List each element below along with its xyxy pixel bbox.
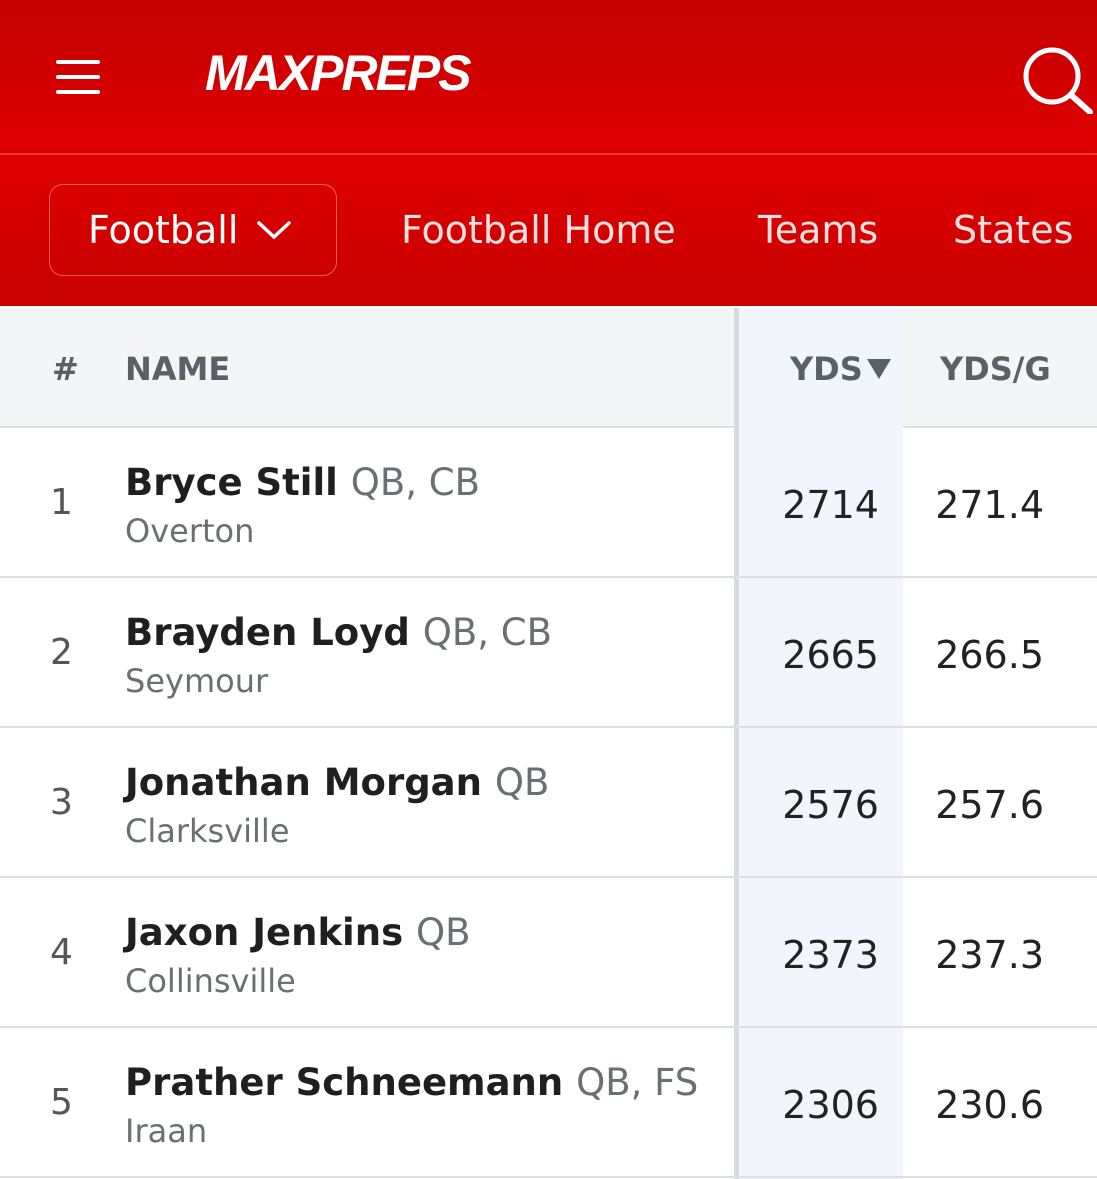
nav-link[interactable]: Football Home [401, 208, 676, 252]
nav-bar [0, 155, 1097, 306]
sorted-column [738, 308, 903, 1179]
player-position: QB, FS [576, 1061, 699, 1104]
rank: 5 [50, 1082, 73, 1123]
yds: 2576 [782, 783, 879, 827]
player-line: Brayden Loyd QB, CB [125, 611, 552, 654]
column-header[interactable]: YDS [790, 350, 863, 388]
player-name: Jaxon Jenkins [125, 911, 404, 954]
nav-link[interactable]: States [953, 208, 1074, 252]
yds-per-game: 266.5 [935, 633, 1044, 677]
yds: 2665 [782, 633, 879, 677]
yds: 2373 [782, 933, 879, 977]
yds: 2306 [782, 1083, 879, 1127]
rank: 3 [50, 782, 73, 823]
player-position: QB [416, 911, 471, 954]
column-header[interactable]: NAME [125, 350, 231, 388]
yds-per-game: 257.6 [935, 783, 1044, 827]
player-name: Prather Schneemann [125, 1061, 564, 1104]
sport-selector[interactable]: Football [49, 184, 337, 276]
player-line: Jonathan Morgan QB [125, 761, 549, 804]
top-bar [0, 0, 1097, 153]
nav-link[interactable]: Teams [758, 208, 879, 252]
logo[interactable]: MAXPREPS [205, 45, 472, 101]
yds: 2714 [782, 483, 879, 527]
school: Clarksville [125, 812, 290, 850]
table-row[interactable] [0, 428, 1097, 578]
player-name: Jonathan Morgan [125, 761, 482, 804]
player-position: QB, CB [422, 611, 552, 654]
player-name: Bryce Still [125, 461, 338, 504]
table-row[interactable] [0, 878, 1097, 1028]
table-row[interactable] [0, 728, 1097, 878]
school: Collinsville [125, 962, 296, 1000]
rank: 4 [50, 932, 73, 973]
player-line: Prather Schneemann QB, FS [125, 1061, 698, 1104]
player-position: QB [494, 761, 550, 804]
yds-per-game: 271.4 [935, 483, 1044, 527]
player-line: Bryce Still QB, CB [125, 461, 480, 504]
column-divider [734, 308, 739, 1179]
menu-icon[interactable] [56, 58, 100, 96]
rank: 2 [50, 632, 73, 673]
column-header: # [52, 350, 79, 388]
search-icon[interactable] [1020, 44, 1097, 114]
rank: 1 [50, 482, 73, 523]
school: Seymour [125, 662, 269, 700]
yds-per-game: 237.3 [935, 933, 1044, 977]
sport-label: Football [88, 208, 239, 252]
table-header [0, 308, 1097, 428]
player-position: QB, CB [350, 461, 480, 504]
table-row[interactable] [0, 1028, 1097, 1178]
player-line: Jaxon Jenkins QB [125, 911, 471, 954]
player-name: Brayden Loyd [125, 611, 410, 654]
school: Overton [125, 512, 255, 550]
chevron [257, 221, 292, 240]
yds-per-game: 230.6 [935, 1083, 1044, 1127]
column-header[interactable]: YDS/G [940, 350, 1051, 388]
divider [0, 153, 1097, 155]
table-row[interactable] [0, 578, 1097, 728]
school: Iraan [125, 1112, 208, 1150]
sort-arrow [867, 359, 891, 379]
